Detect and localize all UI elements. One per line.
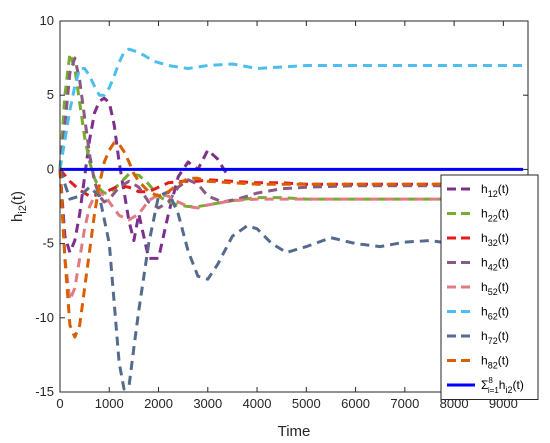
legend-label: h82(t) bbox=[481, 354, 509, 371]
y-axis-title: hi2(t) bbox=[9, 191, 29, 222]
legend-main: h bbox=[481, 354, 488, 368]
legend-sub: 62 bbox=[488, 312, 498, 322]
x-tick-label: 1000 bbox=[95, 396, 124, 411]
legend-sub: 82 bbox=[488, 361, 498, 371]
legend-label: h62(t) bbox=[481, 305, 509, 322]
y-axis-title-suffix: (t) bbox=[9, 191, 26, 205]
legend-suffix: (t) bbox=[498, 182, 509, 196]
y-tick-label: 10 bbox=[40, 13, 54, 28]
x-tick-label: 7000 bbox=[390, 396, 419, 411]
legend-sub: 12 bbox=[488, 189, 498, 199]
legend-sub: 72 bbox=[488, 336, 498, 346]
y-tick-label: -10 bbox=[35, 310, 54, 325]
legend: h12(t)h22(t)h32(t)h42(t)h52(t)h62(t)h72(… bbox=[440, 174, 539, 400]
legend-suffix: (t) bbox=[498, 231, 509, 245]
legend-label: h52(t) bbox=[481, 280, 509, 297]
y-axis-title-main: h bbox=[9, 214, 26, 222]
legend-suffix: (t) bbox=[498, 280, 509, 294]
legend-label: h12(t) bbox=[481, 182, 509, 199]
y-tick-label: -15 bbox=[35, 384, 54, 399]
legend-sub: 52 bbox=[488, 287, 498, 297]
x-tick-label: 0 bbox=[56, 396, 63, 411]
legend-label: h72(t) bbox=[481, 329, 509, 346]
legend-main: h bbox=[481, 182, 488, 196]
x-tick-label: 2000 bbox=[144, 396, 173, 411]
legend-sub: 32 bbox=[488, 238, 498, 248]
legend-main: h bbox=[481, 256, 488, 270]
legend-label: h22(t) bbox=[481, 207, 509, 224]
legend-main: h bbox=[481, 207, 488, 221]
legend-sub: 42 bbox=[488, 263, 498, 273]
legend-sub: i2 bbox=[505, 385, 512, 395]
series-layer bbox=[58, 47, 524, 391]
legend-main: h bbox=[499, 378, 506, 392]
legend-suffix: (t) bbox=[512, 378, 523, 392]
x-axis-title: Time bbox=[278, 423, 311, 440]
legend-sup: 8 bbox=[488, 376, 493, 385]
x-tick-label: 3000 bbox=[193, 396, 222, 411]
legend-suffix: (t) bbox=[498, 305, 509, 319]
x-tick-label: 5000 bbox=[292, 396, 321, 411]
legend-suffix: (t) bbox=[498, 354, 509, 368]
series-line-72 bbox=[58, 168, 524, 391]
y-axis-title-sub: i2 bbox=[17, 205, 29, 214]
legend-main: h bbox=[481, 231, 488, 245]
legend-suffix: (t) bbox=[498, 207, 509, 221]
y-tick-label: 5 bbox=[47, 87, 54, 102]
legend-suffix: (t) bbox=[498, 329, 509, 343]
legend-sub: i=1 bbox=[488, 386, 499, 395]
legend-suffix: (t) bbox=[498, 256, 509, 270]
y-tick-label: -5 bbox=[42, 236, 54, 251]
series-line-42 bbox=[58, 56, 524, 210]
series-line-22 bbox=[58, 52, 524, 208]
legend-main: h bbox=[481, 305, 488, 319]
legend-label: h42(t) bbox=[481, 256, 509, 273]
x-tick-label: 6000 bbox=[341, 396, 370, 411]
x-tick-label: 4000 bbox=[243, 396, 272, 411]
series-line-82 bbox=[58, 141, 524, 339]
series-line-62 bbox=[58, 47, 524, 170]
legend-sub: 22 bbox=[488, 214, 498, 224]
y-tick-label: 0 bbox=[47, 161, 54, 176]
legend-main: h bbox=[481, 280, 488, 294]
legend-label: h32(t) bbox=[481, 231, 509, 248]
legend-main: h bbox=[481, 329, 488, 343]
legend-box bbox=[440, 174, 539, 400]
legend-label: Σ8 i=1hi2(t) bbox=[481, 376, 524, 395]
legend-sigma: Σ bbox=[481, 378, 488, 392]
series-line-12 bbox=[58, 96, 229, 260]
